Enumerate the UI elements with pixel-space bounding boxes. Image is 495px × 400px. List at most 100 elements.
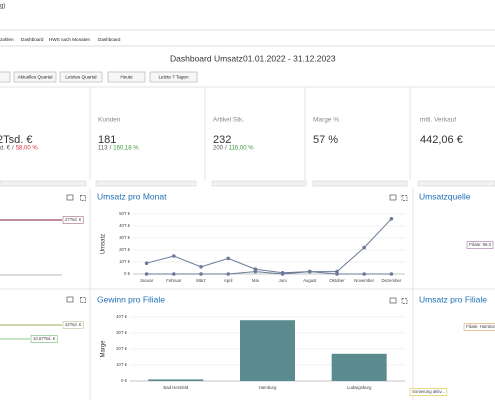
- data-point: [389, 217, 394, 221]
- x-tick-label: April: [224, 278, 233, 283]
- kpi-value: 442,06 €: [420, 134, 463, 146]
- data-point: [253, 269, 258, 274]
- line-label: 10,87Tsd. €: [33, 336, 56, 341]
- y-tick-label: 30T €: [116, 330, 128, 335]
- kpi-change: 116,00 %: [229, 146, 255, 152]
- data-point: [172, 272, 176, 276]
- app-title: g): [0, 4, 5, 10]
- y-tick-label: 10T €: [119, 259, 131, 264]
- button[interactable]: [59, 71, 103, 83]
- data-point: [280, 272, 285, 276]
- data-point: [362, 272, 367, 276]
- y-tick-label: 50T €: [119, 211, 131, 216]
- kpi-label: Kunden: [98, 117, 121, 124]
- label-box: [62, 216, 84, 224]
- line-label: Filiale: 96,0: [469, 242, 492, 247]
- data-point: [362, 245, 367, 250]
- line-label: 27Tsd. €: [65, 217, 82, 222]
- kpi-separator: /: [225, 146, 227, 152]
- data-point: [335, 272, 339, 276]
- export-icon: [389, 297, 397, 304]
- x-tick-label: Januar: [140, 278, 154, 283]
- kpi-change: 58,00 %: [16, 146, 39, 152]
- bar: [240, 320, 295, 381]
- expand-icon: [80, 297, 86, 303]
- label-box: [409, 388, 448, 396]
- kpi-compare: 200: [213, 146, 224, 152]
- x-tick-label: Hamburg: [259, 385, 277, 390]
- kpi-borders: [89, 87, 411, 180]
- y-tick-label: 40T €: [116, 314, 128, 319]
- x-tick-label: August: [303, 278, 317, 283]
- button[interactable]: [149, 71, 198, 83]
- panel-title: Gewinn pro Filiale: [97, 294, 165, 304]
- export-icon: [66, 296, 74, 303]
- x-tick-label: Februar: [166, 278, 182, 283]
- expand-icon: [401, 195, 408, 201]
- panel-title: Umsatzquelle: [419, 191, 471, 201]
- y-axis-label: Umsatz: [101, 234, 107, 254]
- data-point: [199, 272, 203, 276]
- x-tick-label: November: [354, 278, 374, 283]
- data-point: [226, 256, 230, 261]
- data-point: [172, 254, 176, 258]
- button-label: Aktuelles Quartal: [18, 75, 53, 80]
- bar: [331, 353, 387, 381]
- button-label: Letzte 7 Tagen: [158, 75, 188, 80]
- y-tick-label: 40T €: [119, 223, 131, 228]
- expand-icon: [401, 298, 408, 304]
- button[interactable]: [13, 71, 57, 83]
- kpi-value: 181: [98, 134, 116, 146]
- date-range: 01.01.2022 - 31.12.2023: [243, 53, 336, 63]
- data-point: [226, 272, 230, 276]
- series-line: [146, 271, 392, 275]
- data-point: [144, 272, 149, 276]
- line-label: 42Tsd. €: [65, 322, 82, 327]
- x-tick-label: Dezember: [381, 278, 401, 283]
- line-label: Filiale: Hamburg: [466, 324, 495, 329]
- button-label: Heute: [120, 75, 133, 80]
- data-point: [144, 261, 149, 266]
- label-box: [466, 241, 494, 249]
- data-point: [199, 265, 203, 269]
- scrollbars: [0, 180, 495, 187]
- kpi-value: 232: [213, 134, 231, 146]
- export-icon: [66, 194, 74, 201]
- x-tick-label: Mai: [252, 278, 259, 283]
- y-tick-label: 0 €: [121, 378, 128, 383]
- nav-item: zahlen: [0, 37, 14, 42]
- kpi-change: 160,18 %: [113, 146, 139, 152]
- x-tick-label: Oktober: [329, 278, 345, 283]
- button[interactable]: [107, 71, 146, 83]
- bar: [148, 379, 204, 381]
- panel-title: Umsatz pro Monat: [97, 191, 167, 201]
- button[interactable]: [0, 71, 11, 83]
- y-axis-label: Marge: [101, 340, 107, 358]
- line-label: Sonierung aktiv...: [412, 389, 445, 394]
- label-box: [463, 323, 495, 331]
- kpi-separator: /: [110, 146, 112, 152]
- expand-icon: [80, 195, 86, 201]
- panel-borders: [0, 188, 495, 400]
- x-tick-label: Ludwigsburg: [347, 385, 372, 390]
- kpi-value: 57 %: [313, 134, 338, 146]
- kpi-label: mttl. Verkauf: [420, 117, 456, 124]
- panel-title: Umsatz pro Filiale: [419, 294, 487, 304]
- x-tick-label: März: [196, 278, 206, 283]
- label-box: [30, 335, 58, 343]
- data-point: [308, 269, 312, 274]
- nav-item: Dashboard: [21, 37, 44, 42]
- kpi-separator: /: [12, 146, 14, 152]
- kpi-label: Artikel Stk.: [213, 117, 244, 124]
- label-box: [62, 321, 84, 329]
- y-tick-label: 20T €: [119, 247, 131, 252]
- kpi-value: ,2Tsd. €: [0, 134, 33, 146]
- data-point: [389, 272, 394, 276]
- x-tick-label: Bad Hersfeld: [163, 385, 188, 390]
- kpi-compare: 113: [98, 146, 108, 152]
- nav-item: Dashboard: [98, 37, 121, 42]
- nav-item: HWS nach Monaten: [49, 37, 91, 42]
- y-tick-label: 0 €: [124, 271, 131, 276]
- export-icon: [389, 194, 397, 201]
